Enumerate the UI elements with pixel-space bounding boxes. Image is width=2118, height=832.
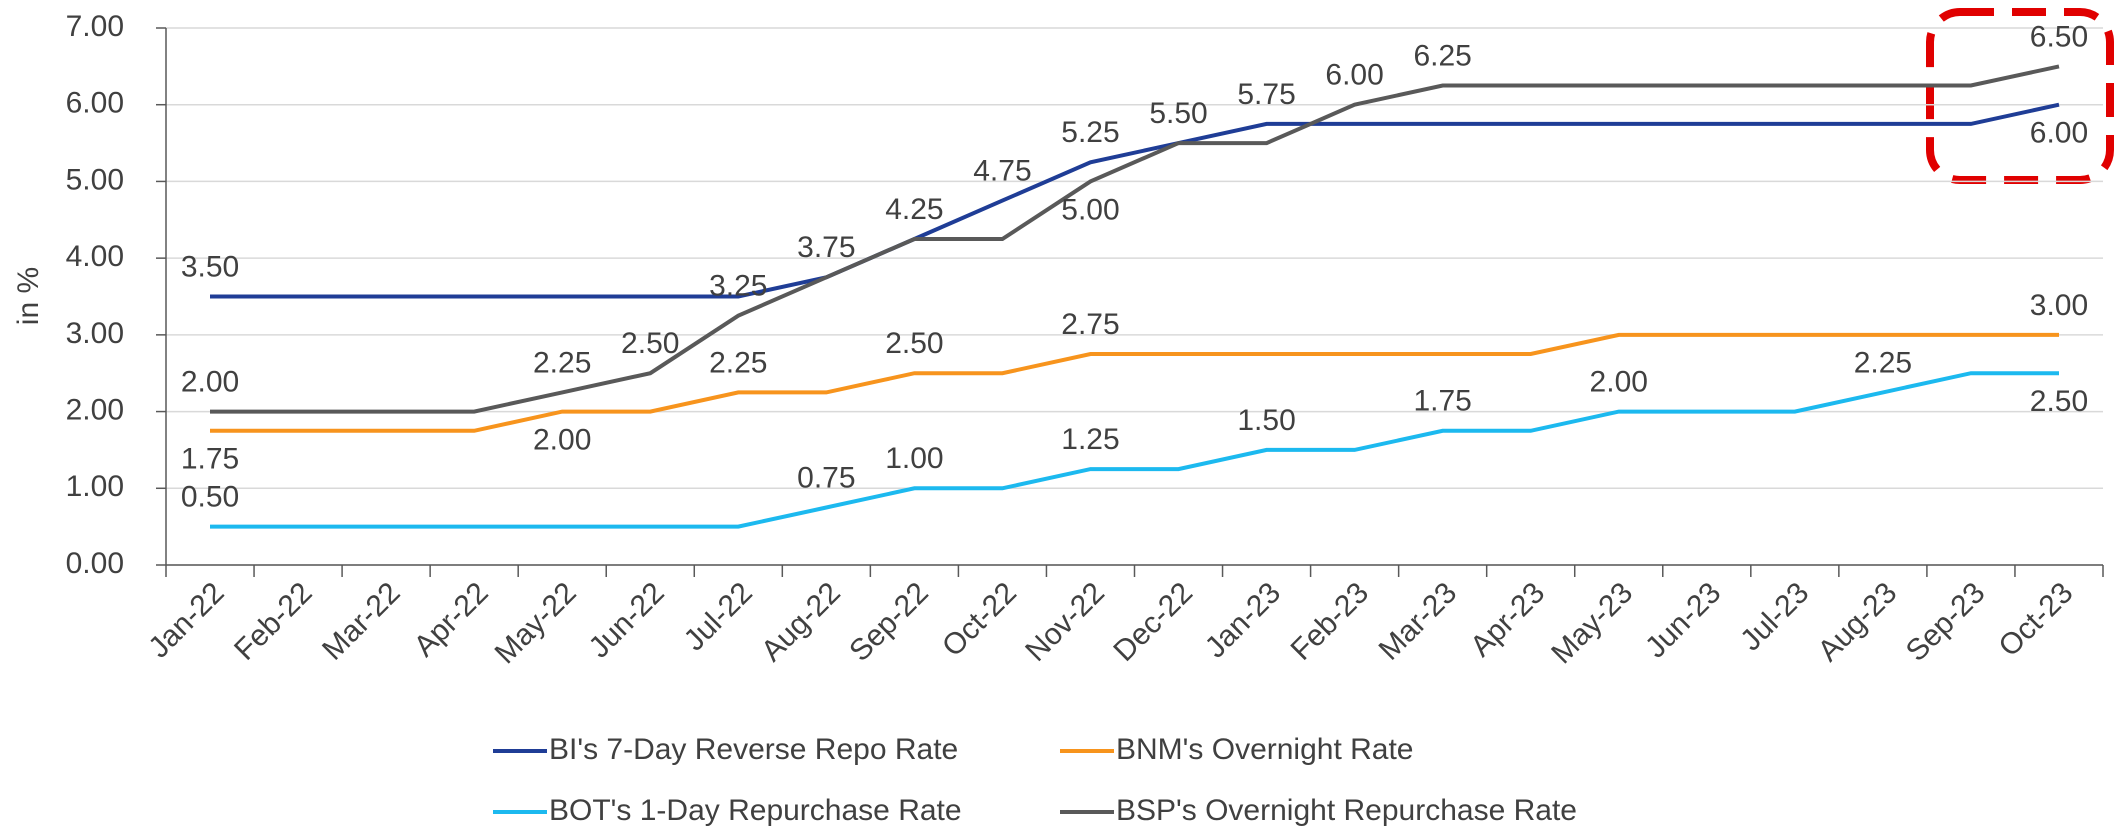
y-tick-label: 2.00 [66,393,124,426]
y-tick-label: 4.00 [66,240,124,273]
x-tick-label: Oct-22 [936,576,1023,663]
x-tick-label: Dec-22 [1107,576,1199,668]
data-label: 5.50 [1149,97,1207,130]
x-tick-label: May-22 [489,576,583,670]
data-label: 1.25 [1061,423,1119,456]
data-label: 1.00 [885,442,943,475]
data-label: 2.25 [1854,346,1912,379]
x-tick-label: Jun-22 [583,576,671,664]
data-label: 4.25 [885,193,943,226]
x-tick-label: Nov-22 [1019,576,1111,668]
x-tick-label: Apr-22 [408,576,495,663]
x-tick-label: Feb-23 [1285,576,1376,667]
data-label: 3.00 [2030,289,2088,322]
legend-label: BSP's Overnight Repurchase Rate [1116,794,1577,827]
legend-label: BOT's 1-Day Repurchase Rate [549,794,962,827]
y-tick-label: 5.00 [66,163,124,196]
data-label: 2.00 [1590,365,1648,398]
x-tick-label: Jan-23 [1199,576,1287,664]
x-tick-label: Jul-22 [678,576,759,657]
y-tick-label: 0.00 [66,547,124,580]
data-label: 3.75 [797,231,855,264]
data-label: 0.50 [181,481,239,514]
data-label: 6.00 [1325,59,1383,92]
data-label: 2.50 [885,327,943,360]
x-tick-label: Sep-22 [843,576,935,668]
legend-label: BI's 7-Day Reverse Repo Rate [549,733,958,766]
x-tick-label: Jul-23 [1734,576,1815,657]
data-label: 1.50 [1237,404,1295,437]
data-label: 4.75 [973,155,1031,188]
data-label: 2.75 [1061,308,1119,341]
x-tick-label: Mar-23 [1373,576,1464,667]
data-label: 2.50 [2030,385,2088,418]
data-label: 2.25 [533,346,591,379]
x-tick-label: Aug-22 [755,576,847,668]
data-label: 3.25 [709,270,767,303]
series-line [210,371,2059,529]
x-tick-label: Feb-22 [228,576,319,667]
y-tick-label: 3.00 [66,317,124,350]
y-tick-label: 7.00 [66,10,124,43]
data-label: 5.25 [1061,116,1119,149]
data-label: 5.00 [1061,193,1119,226]
data-label: 2.50 [621,327,679,360]
x-tick-label: Sep-23 [1900,576,1992,668]
data-label: 6.50 [2030,20,2088,53]
data-label: 2.00 [533,423,591,456]
y-tick-label: 1.00 [66,470,124,503]
series-line [210,102,2060,299]
x-tick-label: Jun-23 [1639,576,1727,664]
data-label: 5.75 [1237,78,1295,111]
data-label: 3.50 [181,250,239,283]
data-label: 0.75 [797,461,855,494]
x-tick-label: Jan-22 [142,576,230,664]
series-line [210,332,2059,433]
y-axis-label: in % [12,267,45,325]
data-label: 6.00 [2030,117,2088,150]
highlight-box [1926,8,2114,184]
x-tick-label: May-23 [1545,576,1639,670]
series-line [210,64,2060,414]
data-label: 1.75 [1413,385,1471,418]
x-tick-label: Mar-22 [316,576,407,667]
legend-label: BNM's Overnight Rate [1116,733,1414,766]
y-tick-label: 6.00 [66,87,124,120]
data-label: 1.75 [181,443,239,476]
data-label: 2.00 [181,365,239,398]
x-tick-label: Apr-23 [1464,576,1551,663]
data-label: 6.25 [1413,39,1471,72]
data-label: 2.25 [709,346,767,379]
x-tick-label: Oct-23 [1993,576,2080,663]
x-tick-label: Aug-23 [1812,576,1904,668]
